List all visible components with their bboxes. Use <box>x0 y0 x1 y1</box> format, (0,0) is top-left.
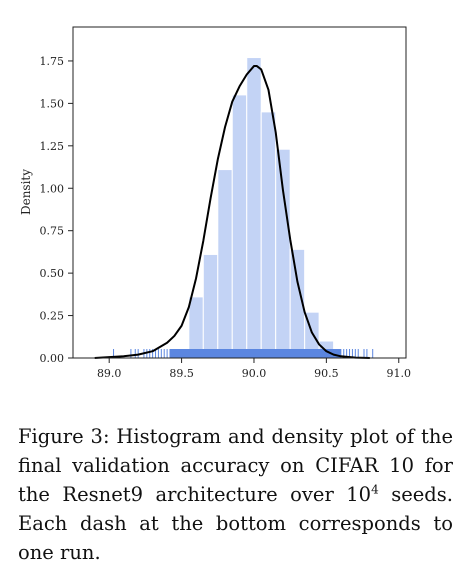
histogram-bar-6 <box>260 111 277 359</box>
x-tick-label: 89.0 <box>97 367 122 380</box>
y-tick-label: 1.25 <box>40 140 65 153</box>
y-tick-label: 0.50 <box>40 267 65 280</box>
y-tick-label: 1.75 <box>40 55 65 68</box>
histogram-bar-4 <box>231 94 248 359</box>
figure-caption: Figure 3: Histogram and density plot of … <box>18 422 453 567</box>
x-tick-label: 89.5 <box>169 367 194 380</box>
caption-superscript: 4 <box>371 482 379 497</box>
caption-text-after: seeds. Each dash at the bottom correspon… <box>18 483 453 564</box>
histogram-bar-2 <box>202 253 219 359</box>
axes <box>72 26 407 359</box>
plot-frame <box>72 26 407 359</box>
y-tick-label: 1.50 <box>40 97 65 110</box>
caption-text-before: Figure 3: Histogram and density plot of … <box>18 425 453 506</box>
histogram-bar-1 <box>188 296 204 359</box>
y-tick-label: 1.00 <box>40 182 65 195</box>
y-axis-label: Density <box>19 169 33 215</box>
rug-dense-band <box>170 349 341 358</box>
density-histogram-chart: 89.0 89.5 90.0 90.5 91.0 0.00 0.25 0.50 0.75 1.00… <box>19 26 412 380</box>
histogram-bar-3 <box>217 169 233 359</box>
figure: 89.0 89.5 90.0 90.5 91.0 0.00 0.25 0.50 0.75 1.00… <box>19 26 412 380</box>
histogram-bar-7 <box>275 148 291 359</box>
x-tick-label: 91.0 <box>387 367 412 380</box>
x-tick-label: 90.5 <box>314 367 339 380</box>
histogram-bars <box>173 57 335 359</box>
ticks: 89.0 89.5 90.0 90.5 91.0 0.00 0.25 0.50 0.75 1.00… <box>40 55 412 380</box>
histogram-bar-5 <box>246 57 262 359</box>
y-tick-label: 0.25 <box>40 310 65 323</box>
kde-curve <box>94 65 370 359</box>
y-tick-label: 0.00 <box>40 352 65 365</box>
x-tick-label: 90.0 <box>242 367 267 380</box>
y-tick-label: 0.75 <box>40 225 65 238</box>
kde-layer <box>94 65 370 359</box>
